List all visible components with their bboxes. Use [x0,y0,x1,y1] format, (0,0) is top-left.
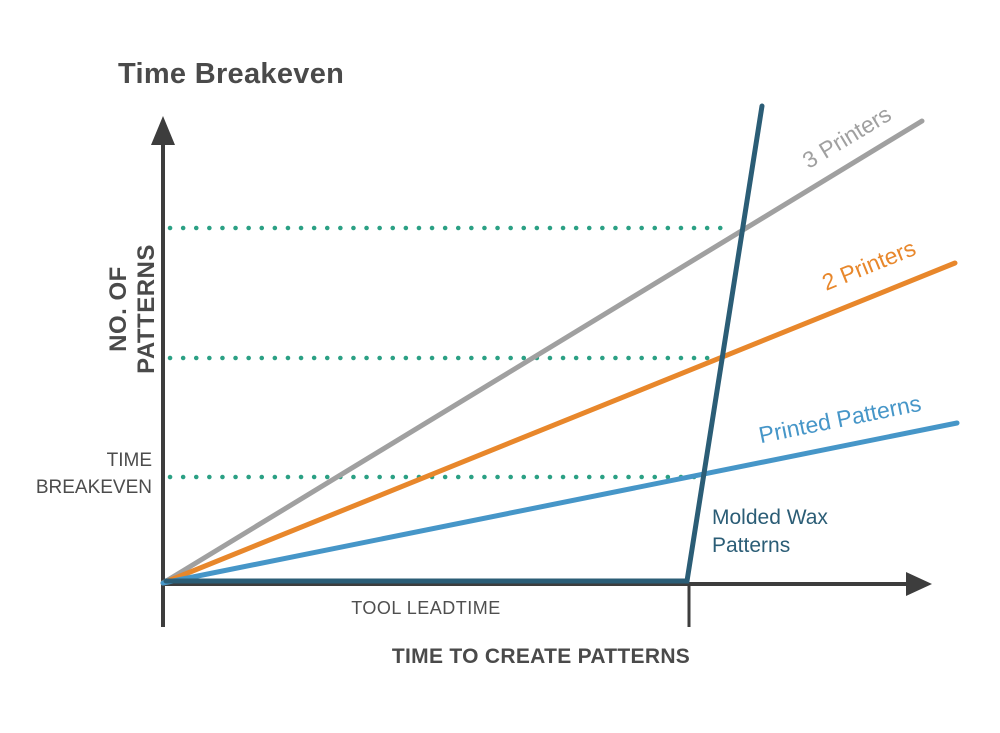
series-line-2-printers [160,260,958,586]
series-label-molded-wax-patterns: Molded Wax Patterns [712,506,828,557]
series-line-3-printers [160,118,925,586]
y-axis-arrowhead-icon [151,116,175,145]
x-axis-arrowhead-icon [906,572,932,596]
x-axis-label: TIME TO CREATE PATTERNS [391,645,691,668]
series-line-printed-patterns [160,420,960,586]
chart-title: Time Breakeven [118,58,345,90]
tool-leadtime-label: TOOL LEADTIME [351,598,501,618]
time-breakeven-annotation: TIME BREAKEVEN [35,450,152,498]
series-line-molded-wax-patterns [163,103,765,584]
y-axis-label: NO. OF PATTERNS [105,244,160,374]
